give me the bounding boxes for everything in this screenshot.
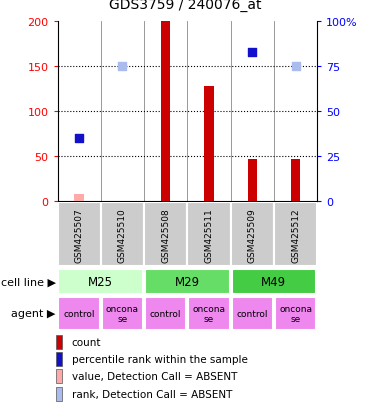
Text: GSM425507: GSM425507 [75, 207, 83, 262]
Bar [75, 195, 84, 202]
Bar [56, 387, 62, 401]
Bar [56, 369, 62, 383]
Point [76, 135, 82, 142]
Bar [102, 297, 143, 330]
Text: count: count [72, 337, 101, 347]
Text: GSM425510: GSM425510 [118, 207, 127, 262]
Text: rank, Detection Call = ABSENT: rank, Detection Call = ABSENT [72, 389, 232, 399]
Text: control: control [63, 309, 95, 318]
Bar [187, 203, 231, 267]
Bar [56, 352, 62, 366]
Text: GSM425508: GSM425508 [161, 207, 170, 262]
Text: cell line ▶: cell line ▶ [1, 276, 56, 287]
Bar [58, 203, 101, 267]
Bar [101, 203, 144, 267]
Point [293, 64, 299, 70]
Text: agent ▶: agent ▶ [11, 309, 56, 319]
Text: oncona
se: oncona se [279, 304, 312, 323]
Bar [275, 297, 316, 330]
Text: GSM425511: GSM425511 [204, 207, 213, 262]
Bar [58, 269, 143, 294]
Bar [58, 297, 100, 330]
Bar [232, 297, 273, 330]
Bar [145, 297, 187, 330]
Text: M25: M25 [88, 275, 113, 288]
Text: GSM425512: GSM425512 [291, 208, 300, 262]
Bar [274, 203, 317, 267]
Point [119, 64, 125, 70]
Bar [161, 22, 171, 202]
Bar [144, 203, 187, 267]
Bar [231, 203, 274, 267]
Bar [188, 297, 230, 330]
Text: GSM425509: GSM425509 [248, 207, 257, 262]
Text: M49: M49 [261, 275, 286, 288]
Bar [145, 269, 230, 294]
Text: oncona
se: oncona se [106, 304, 139, 323]
Text: oncona
se: oncona se [193, 304, 226, 323]
Text: percentile rank within the sample: percentile rank within the sample [72, 354, 247, 364]
Text: control: control [150, 309, 181, 318]
Bar [232, 269, 316, 294]
Text: control: control [237, 309, 268, 318]
Bar [56, 335, 62, 349]
Bar [204, 87, 214, 202]
Point [249, 49, 255, 56]
Text: M29: M29 [175, 275, 200, 288]
Text: value, Detection Call = ABSENT: value, Detection Call = ABSENT [72, 371, 237, 381]
Bar [291, 159, 301, 202]
Text: GDS3759 / 240076_at: GDS3759 / 240076_at [109, 0, 262, 12]
Bar [247, 159, 257, 202]
